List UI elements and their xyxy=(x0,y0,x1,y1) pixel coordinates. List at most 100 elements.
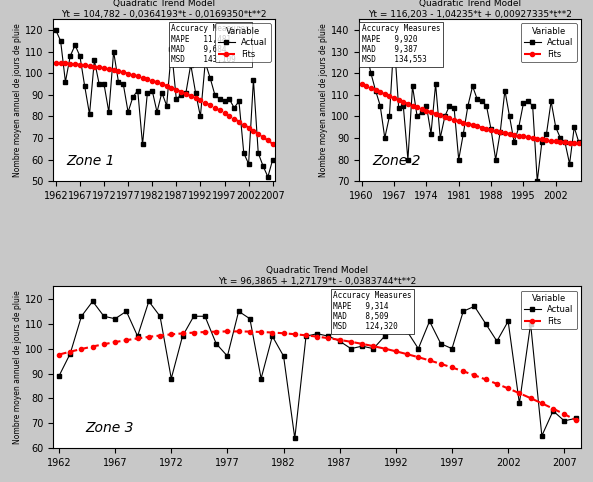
Fits xyxy=(139,75,146,80)
Fits xyxy=(187,93,195,99)
Actual xyxy=(400,103,407,108)
Actual xyxy=(257,375,264,381)
Actual xyxy=(95,81,103,87)
Actual xyxy=(393,321,400,327)
Actual xyxy=(197,114,204,120)
Actual xyxy=(213,341,220,347)
Fits xyxy=(363,83,370,89)
Fits xyxy=(206,103,213,108)
Fits xyxy=(235,119,243,124)
Fits xyxy=(224,329,231,335)
Actual xyxy=(129,94,136,100)
Fits xyxy=(221,110,228,116)
Actual xyxy=(145,298,152,304)
Fits xyxy=(538,401,546,406)
Fits xyxy=(78,346,85,352)
Fits xyxy=(505,386,512,391)
Actual xyxy=(216,96,223,102)
Actual xyxy=(235,98,243,104)
Fits xyxy=(76,62,84,67)
Actual xyxy=(482,321,489,327)
Fits xyxy=(245,125,252,131)
Actual xyxy=(436,135,444,141)
Fits xyxy=(506,131,513,137)
Fits xyxy=(52,60,59,66)
Fits xyxy=(157,333,164,338)
Fits xyxy=(370,343,377,349)
Fits xyxy=(95,65,103,70)
Fits xyxy=(381,346,388,351)
Fits xyxy=(493,381,500,387)
Actual xyxy=(347,346,355,351)
Actual xyxy=(562,139,569,145)
Actual xyxy=(575,139,582,145)
Actual xyxy=(552,124,559,130)
Fits xyxy=(264,137,272,143)
Actual xyxy=(62,79,69,85)
Fits xyxy=(149,78,156,83)
Fits xyxy=(415,354,422,360)
Actual xyxy=(125,109,132,115)
Fits xyxy=(479,125,486,131)
Legend: Actual, Fits: Actual, Fits xyxy=(521,291,577,329)
Fits xyxy=(448,364,455,370)
Fits xyxy=(501,130,508,136)
Fits xyxy=(441,114,448,120)
Fits xyxy=(359,341,366,347)
Actual xyxy=(557,135,564,141)
Fits xyxy=(197,97,204,103)
Y-axis label: Nombre moyen annuel de jours de pluie: Nombre moyen annuel de jours de pluie xyxy=(14,23,23,177)
Actual xyxy=(134,88,141,94)
Actual xyxy=(260,163,267,169)
Fits xyxy=(145,334,152,340)
Actual xyxy=(211,92,218,98)
Actual xyxy=(395,105,402,111)
Actual xyxy=(105,109,112,115)
Actual xyxy=(231,105,238,111)
Actual xyxy=(505,318,512,324)
Actual xyxy=(426,318,433,324)
Actual xyxy=(529,103,536,108)
Actual xyxy=(158,90,165,95)
Fits xyxy=(91,64,98,69)
Actual xyxy=(269,333,276,339)
Fits xyxy=(168,85,175,91)
Actual xyxy=(179,333,186,339)
Fits xyxy=(566,140,573,146)
Actual xyxy=(173,96,180,102)
Actual xyxy=(561,418,568,424)
Fits xyxy=(100,341,107,347)
Text: Zone 1: Zone 1 xyxy=(66,154,115,168)
Fits xyxy=(125,71,132,77)
Actual xyxy=(543,131,550,136)
Actual xyxy=(359,343,366,349)
Actual xyxy=(370,346,377,351)
Fits xyxy=(529,135,536,141)
Actual xyxy=(157,313,164,319)
Actual xyxy=(325,333,332,339)
Fits xyxy=(347,339,355,345)
Actual xyxy=(487,126,495,132)
Actual xyxy=(381,333,388,339)
Fits xyxy=(377,89,384,95)
Actual xyxy=(418,109,425,115)
Fits xyxy=(358,81,365,87)
Actual xyxy=(566,161,573,167)
Fits xyxy=(511,132,518,138)
Title: Quadratic Trend Model
Yt = 104,782 - 0,0364193*t - 0,0169350*t**2: Quadratic Trend Model Yt = 104,782 - 0,0… xyxy=(62,0,267,18)
Fits xyxy=(400,99,407,105)
Actual xyxy=(547,98,554,104)
Fits xyxy=(386,94,393,99)
Actual xyxy=(202,313,209,319)
Fits xyxy=(62,61,69,67)
Actual xyxy=(91,57,98,63)
Actual xyxy=(280,353,287,359)
Actual xyxy=(110,49,117,54)
Fits xyxy=(395,97,402,103)
Actual xyxy=(120,81,127,87)
Fits xyxy=(474,123,481,129)
Fits xyxy=(381,91,388,97)
Actual xyxy=(538,433,546,439)
Fits xyxy=(235,329,242,335)
Actual xyxy=(455,157,463,162)
